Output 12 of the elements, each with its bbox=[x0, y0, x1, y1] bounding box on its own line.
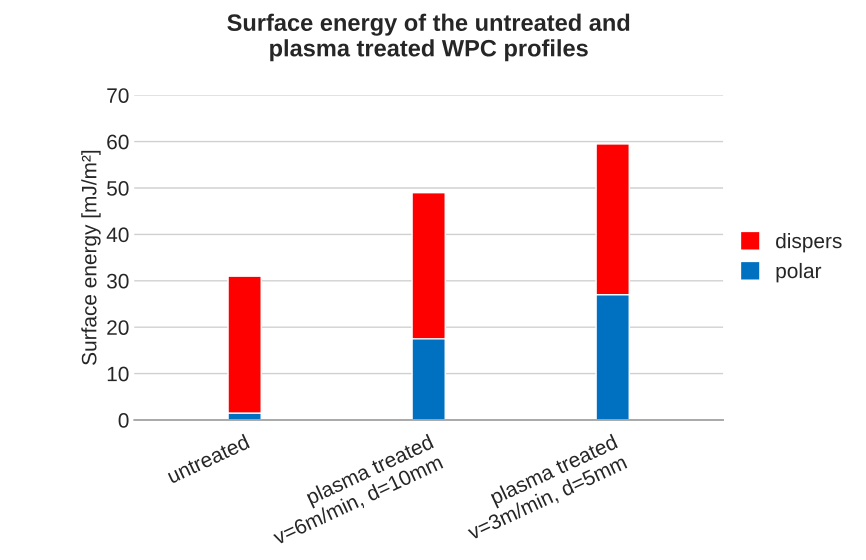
y-tick-label: 50 bbox=[107, 181, 129, 196]
y-axis-title: Surface energy [mJ/m²] bbox=[81, 150, 101, 365]
legend-label: dispers bbox=[776, 232, 842, 252]
y-tick-label: 40 bbox=[106, 227, 129, 242]
y-tick-label: 30 bbox=[106, 274, 129, 289]
y-tick-label: 0 bbox=[118, 413, 129, 428]
y-tick-label: 60 bbox=[107, 134, 129, 150]
chart-title: Surface energy of the untreated and plasma treated WPC profiles bbox=[227, 14, 630, 62]
legend-label: polar bbox=[776, 262, 822, 282]
y-tick-label: 20 bbox=[107, 320, 129, 335]
y-tick-label: 70 bbox=[107, 88, 129, 103]
y-tick-label: 10 bbox=[108, 366, 129, 382]
